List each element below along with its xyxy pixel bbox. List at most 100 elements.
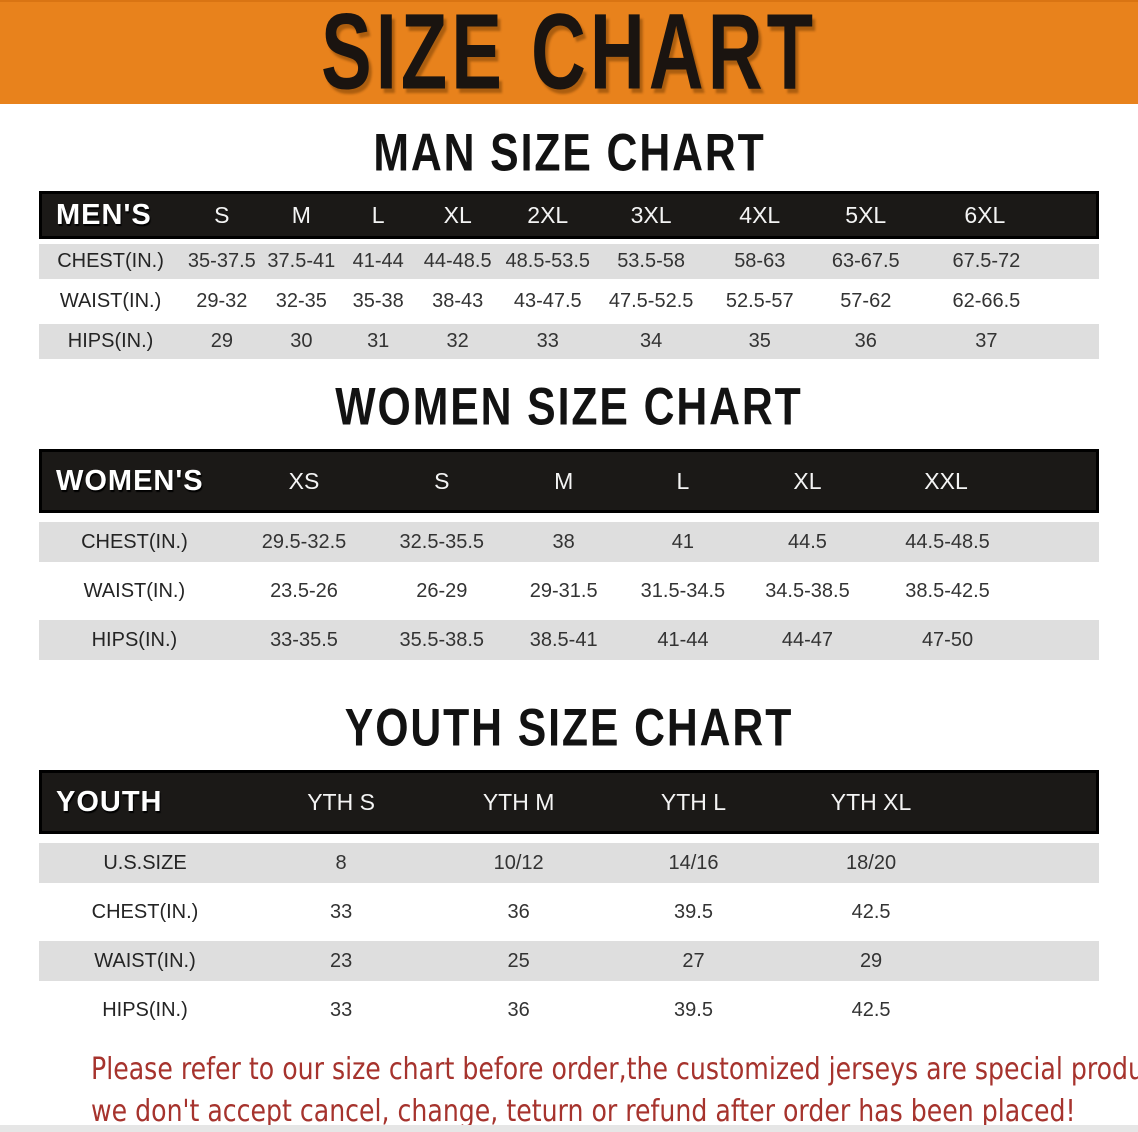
- size-cell: 44.5: [743, 522, 872, 562]
- size-cell: 34.5-38.5: [765, 579, 850, 602]
- size-cell: 35.5-38.5: [378, 620, 506, 660]
- size-cell: 62-66.5: [952, 290, 1021, 312]
- size-cell: 32: [415, 324, 501, 359]
- row-label: HIPS(IN.): [39, 324, 183, 359]
- size-cell: 23: [251, 941, 432, 981]
- size-column-header: YTH M: [431, 770, 607, 834]
- size-cell: 37.5-41: [261, 244, 342, 279]
- size-cell: 58-63: [706, 244, 813, 279]
- size-column-header: M: [505, 449, 622, 513]
- youth-size-table: YOUTH YTH S YTH M YTH L YTH XL U.S.SIZE …: [39, 761, 1099, 1039]
- size-column-header: L: [341, 191, 416, 239]
- size-cell: 18/20: [780, 843, 962, 883]
- size-cell: 32-35: [275, 290, 327, 312]
- size-cell: 35-37.5: [182, 244, 262, 279]
- size-cell: 38-43: [432, 290, 484, 312]
- size-column-header: M: [261, 191, 342, 239]
- womens-table-header: WOMEN'S XS S M L XL XXL: [39, 449, 1099, 513]
- size-cell: 43-47.5: [513, 290, 582, 312]
- size-cell-empty: [961, 843, 1099, 883]
- measurement-row-chest: CHEST(IN.) 35-37.5 37.5-41 41-44 44-48.5…: [39, 244, 1099, 279]
- womens-size-table: WOMEN'S XS S M L XL XXL CHEST(IN.) 29.5-…: [39, 440, 1099, 669]
- womens-table-label: WOMEN'S: [39, 449, 230, 513]
- size-cell: 38: [505, 522, 622, 562]
- row-label: HIPS(IN.): [39, 620, 230, 660]
- size-cell: 63-67.5: [812, 244, 919, 279]
- size-cell: 42.5: [851, 900, 891, 923]
- size-cell: 29-31.5: [529, 579, 598, 602]
- measurement-row-chest: CHEST(IN.) 33 36 39.5 42.5: [39, 892, 1099, 932]
- size-cell: 41-44: [341, 244, 416, 279]
- size-column-header: YTH L: [606, 770, 781, 834]
- youth-section-heading: YOUTH SIZE CHART: [0, 697, 1138, 757]
- size-column-header: S: [182, 191, 262, 239]
- size-cell: 29-32: [196, 290, 248, 312]
- row-label: WAIST(IN.): [83, 579, 186, 602]
- size-cell: 33: [329, 900, 353, 923]
- size-cell: 25: [431, 941, 607, 981]
- youth-table-label: YOUTH: [39, 770, 251, 834]
- measurement-row-chest: CHEST(IN.) 29.5-32.5 32.5-35.5 38 41 44.…: [39, 522, 1099, 562]
- row-label: U.S.SIZE: [39, 843, 251, 883]
- size-column-header: YTH S: [251, 770, 432, 834]
- size-column-header: XL: [415, 191, 501, 239]
- size-cell: 33: [500, 324, 596, 359]
- size-cell: 37: [918, 324, 1099, 359]
- measurement-row-hips: HIPS(IN.) 29 30 31 32 33 34 35 36 37: [39, 324, 1099, 359]
- size-cell: 32.5-35.5: [378, 522, 506, 562]
- size-cell: 31.5-34.5: [640, 579, 726, 602]
- size-cell: 44-48.5: [415, 244, 501, 279]
- size-cell: 34: [595, 324, 707, 359]
- size-cell: 53.5-58: [595, 244, 707, 279]
- banner-title: SIZE CHART: [321, 0, 817, 113]
- measurement-row-hips: HIPS(IN.) 33-35.5 35.5-38.5 38.5-41 41-4…: [39, 620, 1099, 660]
- size-cell: 35: [706, 324, 813, 359]
- disclaimer-line-2: we don't accept cancel, change, teturn o…: [91, 1094, 1076, 1129]
- size-cell: 36: [812, 324, 919, 359]
- row-label: CHEST(IN.): [39, 522, 230, 562]
- man-section-heading: MAN SIZE CHART: [0, 122, 1138, 182]
- size-cell: 27: [606, 941, 781, 981]
- size-column-header: 4XL: [706, 191, 813, 239]
- size-cell: 57-62: [840, 290, 892, 312]
- size-column-header: XL: [743, 449, 872, 513]
- size-cell: 29.5-32.5: [229, 522, 379, 562]
- row-label: WAIST(IN.): [39, 941, 251, 981]
- size-column-header-empty: [961, 770, 1099, 834]
- row-label: CHEST(IN.): [39, 244, 183, 279]
- size-column-header: YTH XL: [780, 770, 962, 834]
- size-cell: 41-44: [621, 620, 744, 660]
- size-cell-empty: [961, 941, 1099, 981]
- size-column-header: 5XL: [812, 191, 919, 239]
- disclaimer-note: Please refer to our size chart before or…: [0, 1049, 1138, 1132]
- size-cell: 52.5-57: [725, 290, 794, 312]
- youth-heading-text: YOUTH SIZE CHART: [344, 697, 794, 758]
- size-cell: 47-50: [871, 620, 1099, 660]
- measurement-row-us-size: U.S.SIZE 8 10/12 14/16 18/20: [39, 843, 1099, 883]
- size-column-header: 3XL: [595, 191, 707, 239]
- size-column-header: L: [621, 449, 744, 513]
- size-column-header: S: [378, 449, 506, 513]
- size-cell: 35-38: [352, 290, 404, 312]
- size-cell: 31: [341, 324, 416, 359]
- size-cell: 67.5-72: [918, 244, 1099, 279]
- size-column-header: XS: [229, 449, 379, 513]
- size-cell: 44.5-48.5: [871, 522, 1099, 562]
- size-cell: 26-29: [416, 579, 468, 602]
- measurement-row-waist: WAIST(IN.) 29-32 32-35 35-38 38-43 43-47…: [39, 284, 1099, 319]
- bottom-edge-strip: [0, 1125, 1138, 1132]
- size-cell: 48.5-53.5: [500, 244, 596, 279]
- size-cell: 39.5: [674, 900, 713, 923]
- size-cell-empty: [961, 990, 1099, 1030]
- row-label: CHEST(IN.): [91, 900, 199, 923]
- size-cell: 8: [251, 843, 432, 883]
- size-cell: 36: [507, 900, 530, 923]
- measurement-row-waist: WAIST(IN.) 23 25 27 29: [39, 941, 1099, 981]
- row-label: HIPS(IN.): [102, 998, 188, 1021]
- size-cell-empty: [961, 892, 1099, 932]
- measurement-row-waist: WAIST(IN.) 23.5-26 26-29 29-31.5 31.5-34…: [39, 571, 1099, 611]
- size-cell: 23.5-26: [270, 579, 338, 602]
- women-section-heading: WOMEN SIZE CHART: [0, 376, 1138, 436]
- size-column-header: 2XL: [500, 191, 596, 239]
